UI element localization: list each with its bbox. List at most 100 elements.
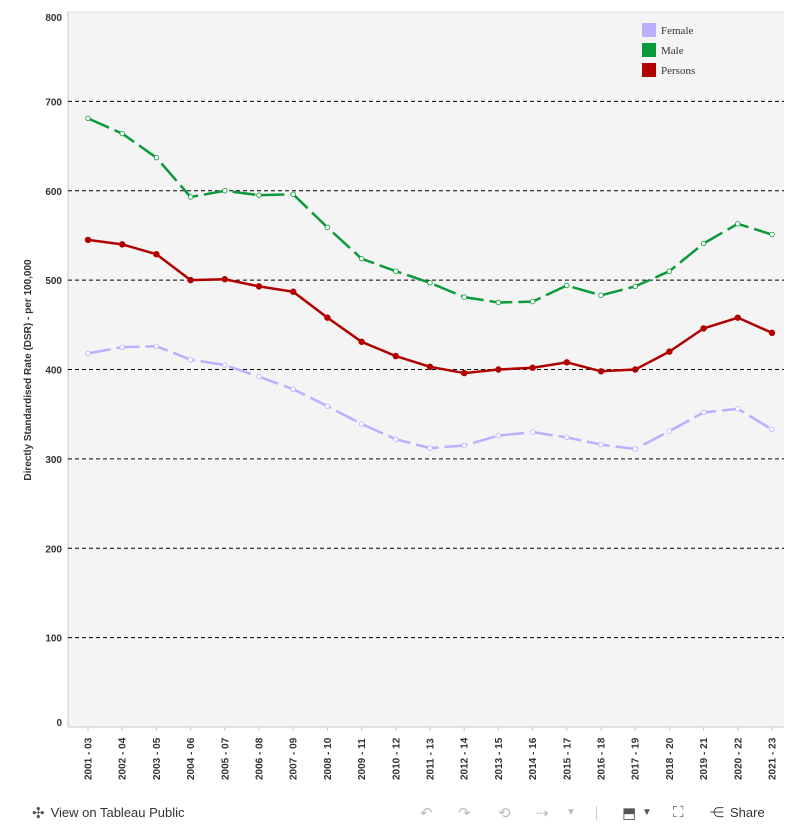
data-point-male[interactable] (632, 283, 638, 290)
x-tick-label: 2012 - 14 (460, 737, 471, 780)
data-point-female[interactable] (495, 432, 502, 439)
data-point-female[interactable] (598, 441, 604, 448)
data-point-persons[interactable] (153, 251, 160, 258)
data-point-persons[interactable] (392, 352, 399, 360)
data-point-male[interactable] (564, 282, 570, 289)
data-point-male[interactable] (153, 154, 160, 161)
y-tick-label: 300 (45, 455, 62, 466)
data-point-male[interactable] (324, 224, 331, 231)
data-point-female[interactable] (119, 344, 125, 350)
data-point-persons[interactable] (495, 366, 502, 373)
x-tick-label: 2016 - 18 (597, 737, 608, 780)
y-tick-label: 800 (45, 13, 62, 24)
x-tick-label: 2006 - 08 (255, 737, 266, 780)
data-point-male[interactable] (598, 292, 604, 299)
data-point-persons[interactable] (358, 338, 365, 345)
data-point-male[interactable] (769, 231, 775, 238)
data-point-persons[interactable] (597, 368, 605, 375)
data-point-female[interactable] (769, 426, 775, 433)
data-point-male[interactable] (187, 194, 194, 200)
x-tick-label: 2020 - 22 (733, 737, 744, 780)
data-point-female[interactable] (700, 409, 707, 416)
view-on-tableau-label: View on Tableau Public (50, 805, 185, 820)
x-tick-label: 2001 - 03 (84, 737, 95, 780)
data-point-female[interactable] (85, 350, 91, 357)
data-point-female[interactable] (529, 429, 536, 435)
data-point-female[interactable] (393, 436, 399, 442)
data-point-male[interactable] (119, 130, 125, 137)
legend-item-male[interactable]: Male (642, 43, 684, 57)
data-point-male[interactable] (427, 280, 433, 286)
data-point-male[interactable] (393, 268, 399, 274)
data-point-persons[interactable] (461, 369, 468, 377)
data-point-female[interactable] (461, 442, 467, 449)
y-tick-label: 100 (45, 634, 62, 645)
data-point-male[interactable] (222, 188, 228, 194)
data-point-persons[interactable] (255, 283, 263, 290)
data-point-female[interactable] (358, 421, 365, 427)
data-point-persons[interactable] (734, 314, 741, 321)
revert-icon[interactable]: ⟲ (498, 805, 511, 822)
download-menu-chevron-icon[interactable]: ▼ (642, 807, 652, 818)
data-point-female[interactable] (427, 445, 433, 451)
legend-label-persons: Persons (661, 65, 695, 77)
data-point-persons[interactable] (632, 366, 639, 373)
data-point-persons[interactable] (187, 276, 194, 284)
data-point-persons[interactable] (426, 363, 434, 371)
data-point-persons[interactable] (84, 236, 92, 244)
data-point-persons[interactable] (119, 241, 126, 248)
data-point-female[interactable] (153, 343, 160, 349)
data-point-persons[interactable] (768, 329, 776, 337)
data-point-female[interactable] (187, 356, 194, 363)
data-point-female[interactable] (324, 403, 331, 409)
x-tick-label: 2021 - 23 (768, 737, 779, 780)
x-tick-label: 2003 - 05 (152, 737, 163, 780)
x-tick-label: 2011 - 13 (426, 738, 437, 780)
data-point-persons[interactable] (666, 348, 673, 355)
refresh-menu-chevron-icon[interactable]: ▼ (566, 807, 576, 818)
data-point-male[interactable] (358, 255, 365, 262)
y-tick-label: 400 (45, 366, 62, 377)
redo-icon[interactable]: ↷ (458, 805, 471, 822)
data-point-persons[interactable] (221, 276, 228, 283)
data-point-male[interactable] (85, 115, 91, 122)
download-icon[interactable]: ⬒ (622, 805, 637, 822)
data-point-persons[interactable] (563, 359, 570, 366)
data-point-male[interactable] (666, 268, 673, 274)
legend-item-female[interactable]: Female (642, 23, 693, 37)
undo-icon[interactable]: ↶ (420, 805, 433, 822)
share-button[interactable]: ⋲ Share (710, 804, 765, 821)
legend-item-persons[interactable]: Persons (642, 63, 695, 77)
data-point-persons[interactable] (324, 314, 331, 321)
data-point-male[interactable] (700, 240, 707, 247)
x-tick-label: 2015 - 17 (562, 737, 573, 780)
data-point-male[interactable] (256, 192, 262, 198)
data-point-persons[interactable] (700, 325, 707, 332)
data-point-male[interactable] (461, 294, 467, 300)
data-point-male[interactable] (290, 191, 296, 198)
data-point-persons[interactable] (529, 364, 536, 371)
refresh-icon[interactable]: ⇢ (536, 805, 549, 822)
toolbar-separator (596, 806, 597, 820)
data-point-female[interactable] (564, 434, 570, 441)
x-tick-label: 2004 - 06 (186, 737, 197, 780)
data-point-male[interactable] (735, 221, 741, 227)
x-tick-label: 2019 - 21 (699, 737, 710, 780)
data-point-male[interactable] (495, 299, 502, 306)
data-point-female[interactable] (290, 386, 296, 392)
data-point-male[interactable] (529, 298, 536, 305)
series-line-male (87, 117, 773, 304)
data-point-female[interactable] (256, 373, 262, 380)
data-point-female[interactable] (735, 406, 741, 412)
data-point-female[interactable] (222, 362, 228, 368)
legend-label-male: Male (661, 45, 684, 57)
data-point-female[interactable] (632, 446, 638, 452)
legend-swatch-male (642, 43, 656, 57)
view-on-tableau-link[interactable]: ✣ View on Tableau Public (32, 804, 185, 822)
x-tick-label: 2008 - 10 (323, 737, 334, 780)
data-point-female[interactable] (666, 428, 673, 434)
x-tick-label: 2014 - 16 (528, 737, 539, 780)
data-point-persons[interactable] (290, 288, 297, 295)
fullscreen-icon[interactable]: ⛶ (673, 804, 684, 821)
x-tick-label: 2018 - 20 (665, 737, 676, 780)
